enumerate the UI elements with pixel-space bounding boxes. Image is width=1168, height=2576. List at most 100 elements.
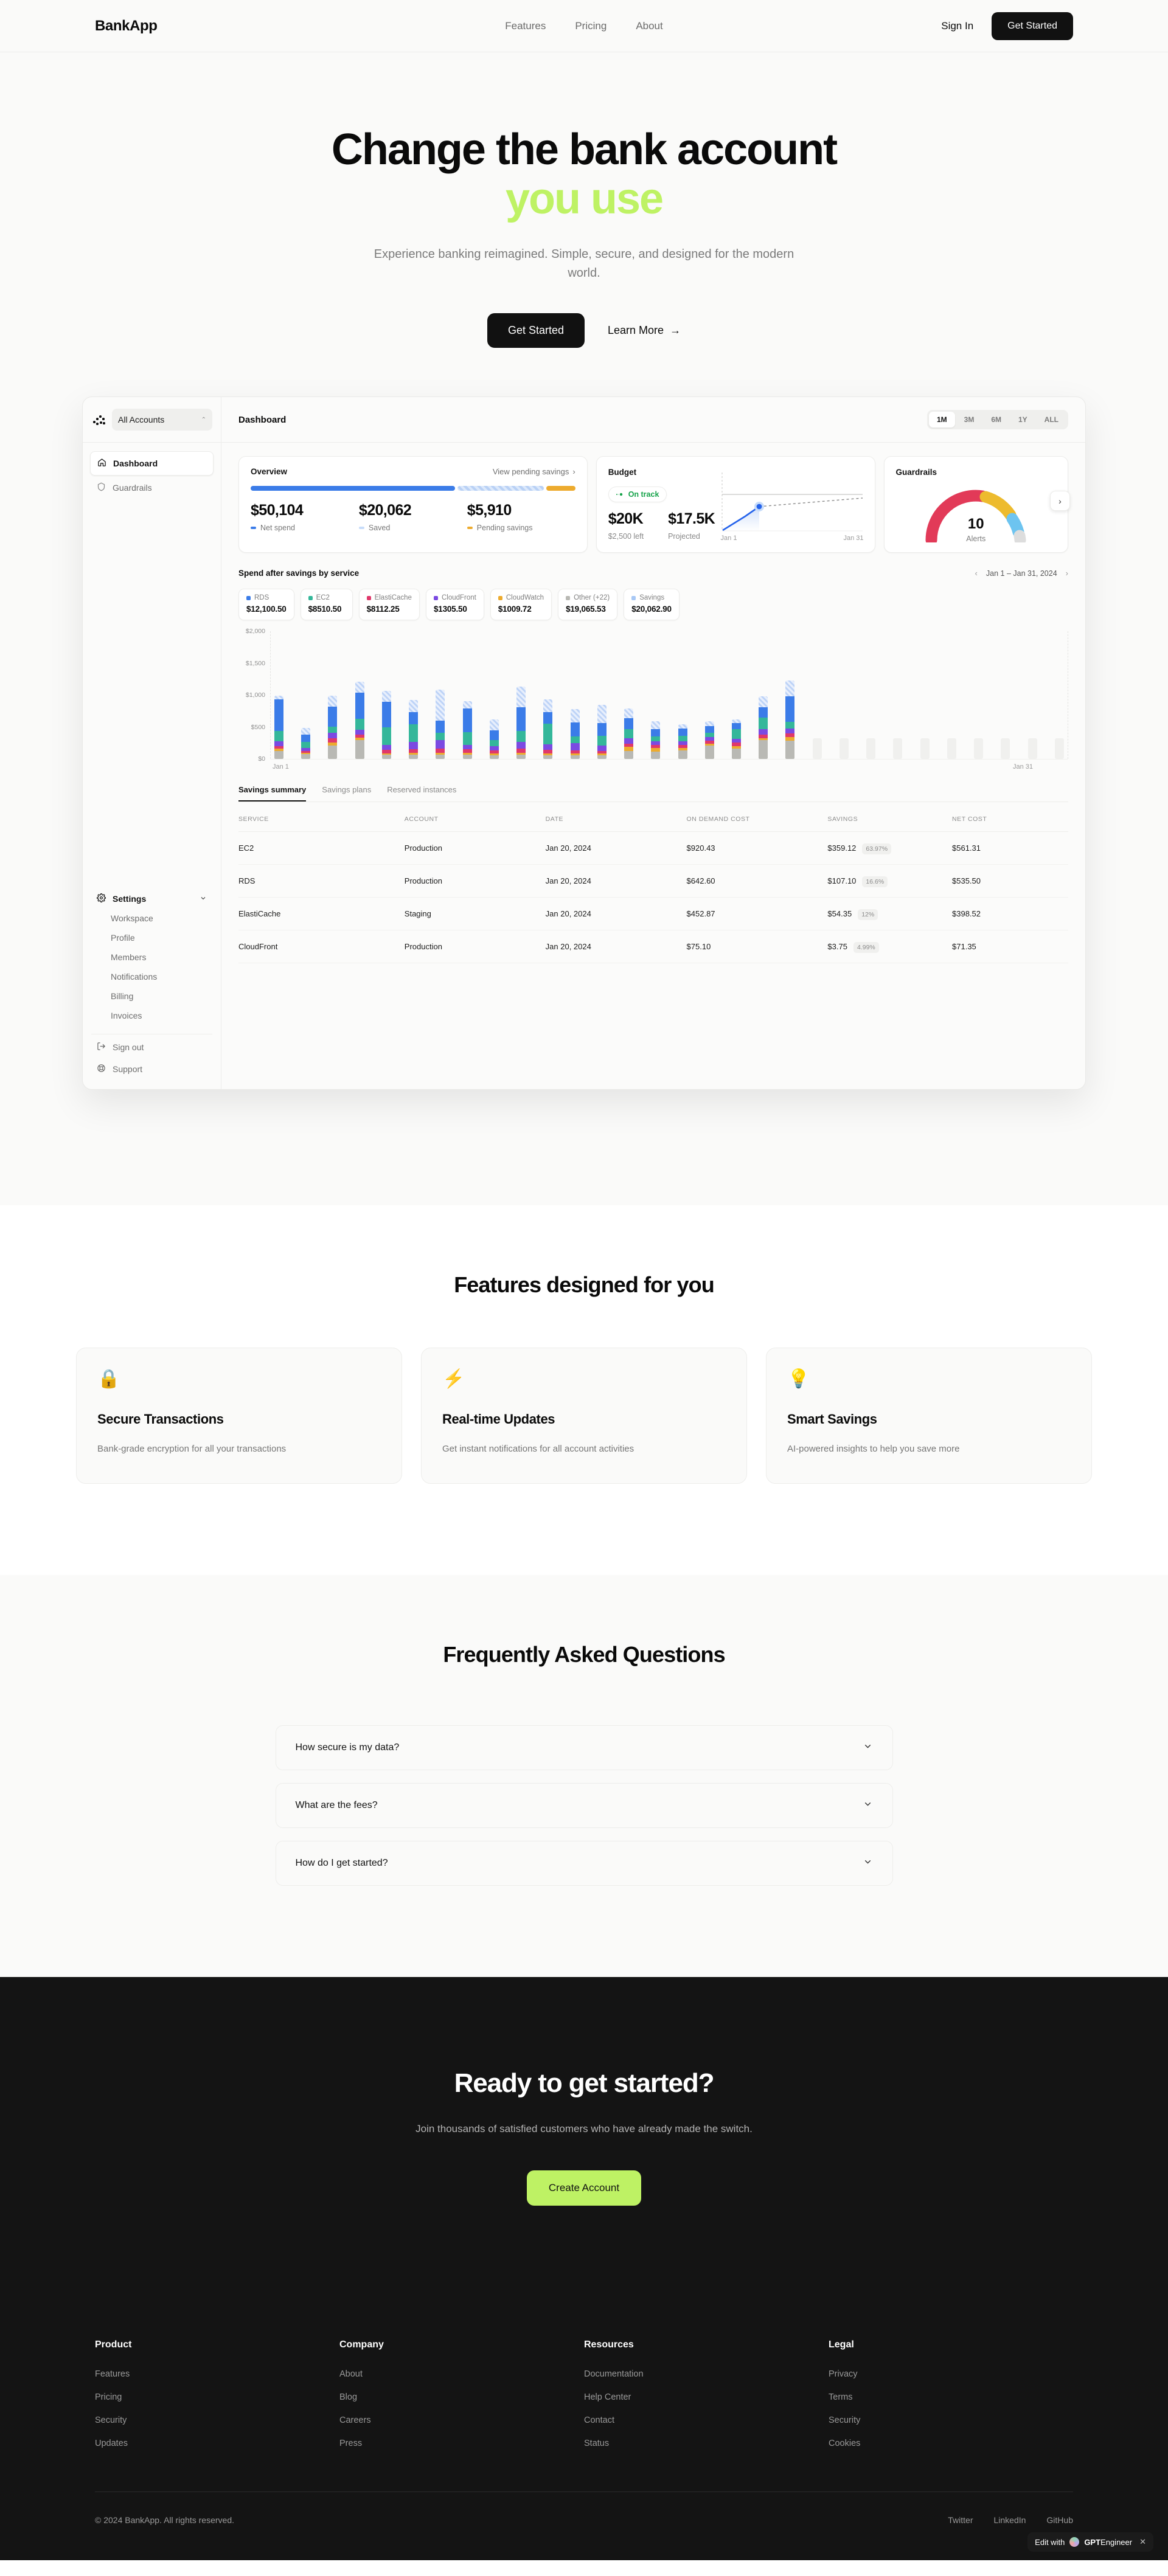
table-row[interactable]: RDS Production Jan 20, 2024 $642.60 $107… xyxy=(238,864,1068,898)
chart-bar-segment xyxy=(543,753,553,755)
tab-savings-summary[interactable]: Savings summary xyxy=(238,785,307,802)
social-link-twitter[interactable]: Twitter xyxy=(948,2515,973,2526)
chart-date-range: Jan 1 – Jan 31, 2024 xyxy=(985,569,1057,578)
sidebar-item-sign-out[interactable]: Sign out xyxy=(97,1042,207,1053)
get-started-button[interactable]: Get Started xyxy=(992,12,1073,40)
sidebar-item-dashboard[interactable]: Dashboard xyxy=(90,451,214,476)
chart-bar-segment xyxy=(759,739,768,760)
footer-link-terms[interactable]: Terms xyxy=(829,2392,853,2403)
brand-logo[interactable]: BankApp xyxy=(95,17,158,34)
footer-link-press[interactable]: Press xyxy=(339,2439,363,2449)
footer-link-status[interactable]: Status xyxy=(584,2439,610,2449)
footer-link-help-center[interactable]: Help Center xyxy=(584,2392,631,2403)
overview-card: Overview View pending savings › $50, xyxy=(238,456,588,553)
legend-card-cloudfront[interactable]: CloudFront $1305.50 xyxy=(425,589,484,621)
footer-link-features[interactable]: Features xyxy=(95,2369,130,2380)
legend-card-ec2[interactable]: EC2 $8510.50 xyxy=(300,589,353,621)
footer-link-security[interactable]: Security xyxy=(95,2415,127,2426)
chart-bar-placeholder xyxy=(893,738,903,760)
social-link-github[interactable]: GitHub xyxy=(1046,2515,1073,2526)
footer-link-blog[interactable]: Blog xyxy=(339,2392,358,2403)
footer-link-list: Features Pricing Security Updates xyxy=(95,2369,339,2449)
footer-link-privacy[interactable]: Privacy xyxy=(829,2369,858,2380)
settings-item-notifications[interactable]: Notifications xyxy=(111,972,158,982)
chart-bar-segment xyxy=(436,752,445,755)
view-pending-savings-link[interactable]: View pending savings › xyxy=(493,467,575,476)
list-item: Documentation xyxy=(584,2369,829,2380)
nav-link-features[interactable]: Features xyxy=(505,19,546,32)
savings-amount: $107.10 xyxy=(827,876,857,886)
hero-get-started-button[interactable]: Get Started xyxy=(487,313,585,348)
list-item: Security xyxy=(829,2415,1073,2426)
guardrails-next-button[interactable]: › xyxy=(1050,491,1070,511)
chart-bar-segment xyxy=(328,745,338,760)
close-icon[interactable]: ✕ xyxy=(1139,2537,1146,2547)
sidebar-item-support[interactable]: Support xyxy=(97,1064,207,1075)
settings-item-workspace[interactable]: Workspace xyxy=(111,913,153,924)
legend-card-other[interactable]: Other (+22) $19,065.53 xyxy=(558,589,618,621)
tab-savings-plans[interactable]: Savings plans xyxy=(322,785,372,795)
settings-item-invoices[interactable]: Invoices xyxy=(111,1011,142,1021)
nav-link-about[interactable]: About xyxy=(636,19,663,32)
legend-card-rds[interactable]: RDS $12,100.50 xyxy=(238,589,294,621)
chart-bar-segment xyxy=(624,744,634,747)
legend-card-cloudwatch[interactable]: CloudWatch $1009.72 xyxy=(490,589,552,621)
footer-link-pricing[interactable]: Pricing xyxy=(95,2392,122,2403)
footer-link-about[interactable]: About xyxy=(339,2369,363,2380)
app-dots-logo-icon xyxy=(91,412,106,427)
footer-link-updates[interactable]: Updates xyxy=(95,2439,128,2449)
list-item: Terms xyxy=(829,2392,1073,2403)
faq-item-security[interactable]: How secure is my data? xyxy=(275,1725,893,1771)
sidebar-item-guardrails[interactable]: Guardrails xyxy=(90,476,214,500)
footer-link-documentation[interactable]: Documentation xyxy=(584,2369,644,2380)
range-option-1y[interactable]: 1Y xyxy=(1018,415,1027,424)
chart-bar-segment xyxy=(409,724,419,742)
faq-item-fees[interactable]: What are the fees? xyxy=(275,1783,893,1829)
range-option-all[interactable]: ALL xyxy=(1044,415,1058,424)
table-row[interactable]: EC2 Production Jan 20, 2024 $920.43 $359… xyxy=(238,831,1068,865)
account-selector[interactable]: All Accounts ⌃ xyxy=(112,409,212,431)
chart-bar-segment xyxy=(731,743,741,746)
chart-bar-segment xyxy=(355,729,364,735)
chart-bar xyxy=(678,724,687,760)
summary-cards-row: Overview View pending savings › $50, xyxy=(238,456,1070,553)
range-option-6m[interactable]: 6M xyxy=(991,415,1001,424)
footer-link-cookies[interactable]: Cookies xyxy=(829,2439,861,2449)
badge-prefix: Edit with xyxy=(1035,2537,1065,2547)
list-item: Contact xyxy=(584,2415,829,2426)
sidebar-settings-group[interactable]: Settings xyxy=(83,887,221,911)
column-on-demand-cost: ON DEMAND COST xyxy=(686,805,828,833)
chevron-right-icon[interactable]: › xyxy=(1065,569,1068,578)
social-link-linkedin[interactable]: LinkedIn xyxy=(993,2515,1026,2526)
legend-card-savings[interactable]: Savings $20,062.90 xyxy=(624,589,680,621)
chart-bar-segment xyxy=(570,736,580,743)
badge-brand-bold: GPT xyxy=(1084,2537,1101,2547)
chart-bar-segment xyxy=(678,747,687,751)
footer-link-contact[interactable]: Contact xyxy=(584,2415,614,2426)
range-option-1m[interactable]: 1M xyxy=(928,412,955,428)
budget-title: Budget xyxy=(608,468,637,477)
settings-item-profile[interactable]: Profile xyxy=(111,933,135,943)
cell-savings: $54.35 12% xyxy=(827,897,953,931)
faq-item-get-started[interactable]: How do I get started? xyxy=(275,1841,893,1886)
features-grid: 🔒 Secure Transactions Bank-grade encrypt… xyxy=(76,1348,1092,1484)
settings-item-members[interactable]: Members xyxy=(111,952,147,963)
chart-bar xyxy=(570,708,580,760)
tab-reserved-instances[interactable]: Reserved instances xyxy=(387,785,457,795)
list-item: Status xyxy=(584,2438,829,2449)
learn-more-link[interactable]: Learn More → xyxy=(608,324,681,337)
nav-link-pricing[interactable]: Pricing xyxy=(575,19,607,32)
create-account-button[interactable]: Create Account xyxy=(526,2170,642,2206)
table-row[interactable]: CloudFront Production Jan 20, 2024 $75.1… xyxy=(238,930,1068,964)
range-option-3m[interactable]: 3M xyxy=(964,415,975,424)
table-row[interactable]: ElastiCache Staging Jan 20, 2024 $452.87… xyxy=(238,897,1068,931)
chart-bar-segment xyxy=(516,749,526,753)
legend-card-elasticache[interactable]: ElastiCache $8112.25 xyxy=(358,589,420,621)
gpt-engineer-badge[interactable]: Edit with GPTEngineer ✕ xyxy=(1027,2532,1153,2552)
footer-link-careers[interactable]: Careers xyxy=(339,2415,371,2426)
legend-name: Other (+22) xyxy=(574,594,610,602)
chevron-left-icon[interactable]: ‹ xyxy=(975,569,978,578)
sign-in-link[interactable]: Sign In xyxy=(941,19,974,32)
settings-item-billing[interactable]: Billing xyxy=(111,991,134,1002)
footer-link-security[interactable]: Security xyxy=(829,2415,861,2426)
